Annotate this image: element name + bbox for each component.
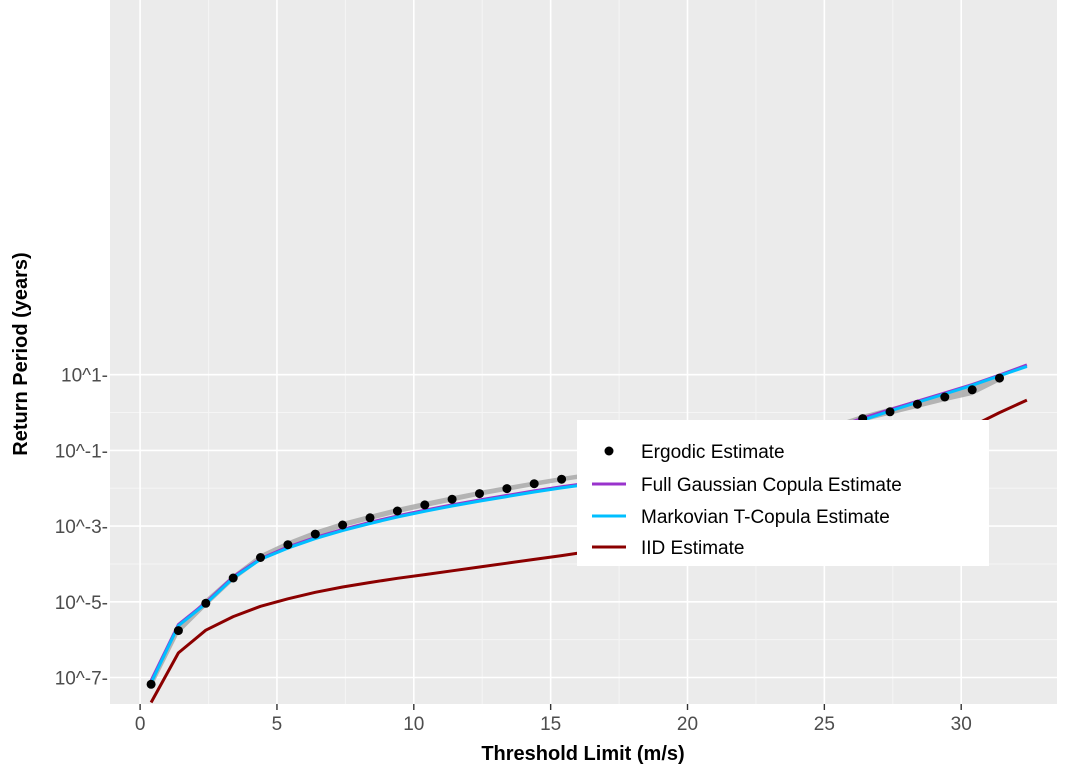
- ergodic-point: [256, 553, 265, 562]
- ergodic-point: [447, 494, 457, 504]
- ergodic-point: [338, 520, 348, 530]
- x-tick-label: 10: [403, 714, 424, 735]
- y-axis: 10^1- 10^-1- 10^-3- 10^-5- 10^-7-: [55, 366, 108, 690]
- y-tick-label: 10^-1-: [55, 441, 108, 462]
- legend: Ergodic Estimate Full Gaussian Copula Es…: [577, 420, 989, 566]
- legend-label-ergodic-estimate: Ergodic Estimate: [641, 442, 785, 463]
- grid-major: [110, 0, 1057, 704]
- ergodic-point: [940, 392, 950, 402]
- y-tick-label: 10^-3-: [55, 517, 108, 538]
- legend-label-markovian-t-copula-estimate: Markovian T-Copula Estimate: [641, 507, 890, 528]
- y-tick-label: 10^1-: [61, 366, 108, 387]
- ergodic-point: [392, 506, 402, 516]
- ergodic-point: [502, 484, 512, 494]
- x-tick-label: 20: [677, 714, 698, 735]
- ergodic-point: [995, 373, 1004, 383]
- x-axis: 0 5 10 15 20 25 30: [135, 704, 972, 735]
- ergodic-point: [173, 626, 183, 636]
- x-tick-label: 30: [951, 714, 972, 735]
- ergodic-point: [310, 529, 320, 539]
- y-tick-label: 10^-7-: [55, 669, 108, 690]
- ergodic-point: [475, 489, 484, 499]
- y-axis-title: Return Period (years): [10, 252, 32, 455]
- panel-background: [110, 0, 1057, 704]
- ergodic-point: [283, 540, 293, 550]
- legend-key-ergodic-estimate: [604, 446, 614, 456]
- ergodic-point: [912, 399, 922, 409]
- legend-box: [577, 420, 989, 566]
- ergodic-point: [529, 479, 539, 489]
- ergodic-point: [885, 407, 895, 417]
- ergodic-point: [557, 474, 567, 484]
- ergodic-point: [420, 500, 430, 510]
- ergodic-point: [967, 385, 977, 395]
- legend-label-iid-estimate: IID Estimate: [641, 538, 744, 559]
- legend-label-full-gaussian-copula-estimate: Full Gaussian Copula Estimate: [641, 475, 902, 496]
- ergodic-point: [228, 573, 238, 583]
- y-tick-label: 10^-5-: [55, 593, 108, 614]
- x-tick-label: 0: [135, 714, 146, 735]
- x-tick-label: 25: [814, 714, 835, 735]
- x-tick-label: 15: [540, 714, 561, 735]
- ergodic-point: [201, 598, 211, 608]
- x-tick-label: 5: [272, 714, 283, 735]
- x-axis-title: Threshold Limit (m/s): [481, 743, 684, 765]
- ergodic-point: [146, 679, 156, 689]
- ergodic-point: [365, 513, 375, 523]
